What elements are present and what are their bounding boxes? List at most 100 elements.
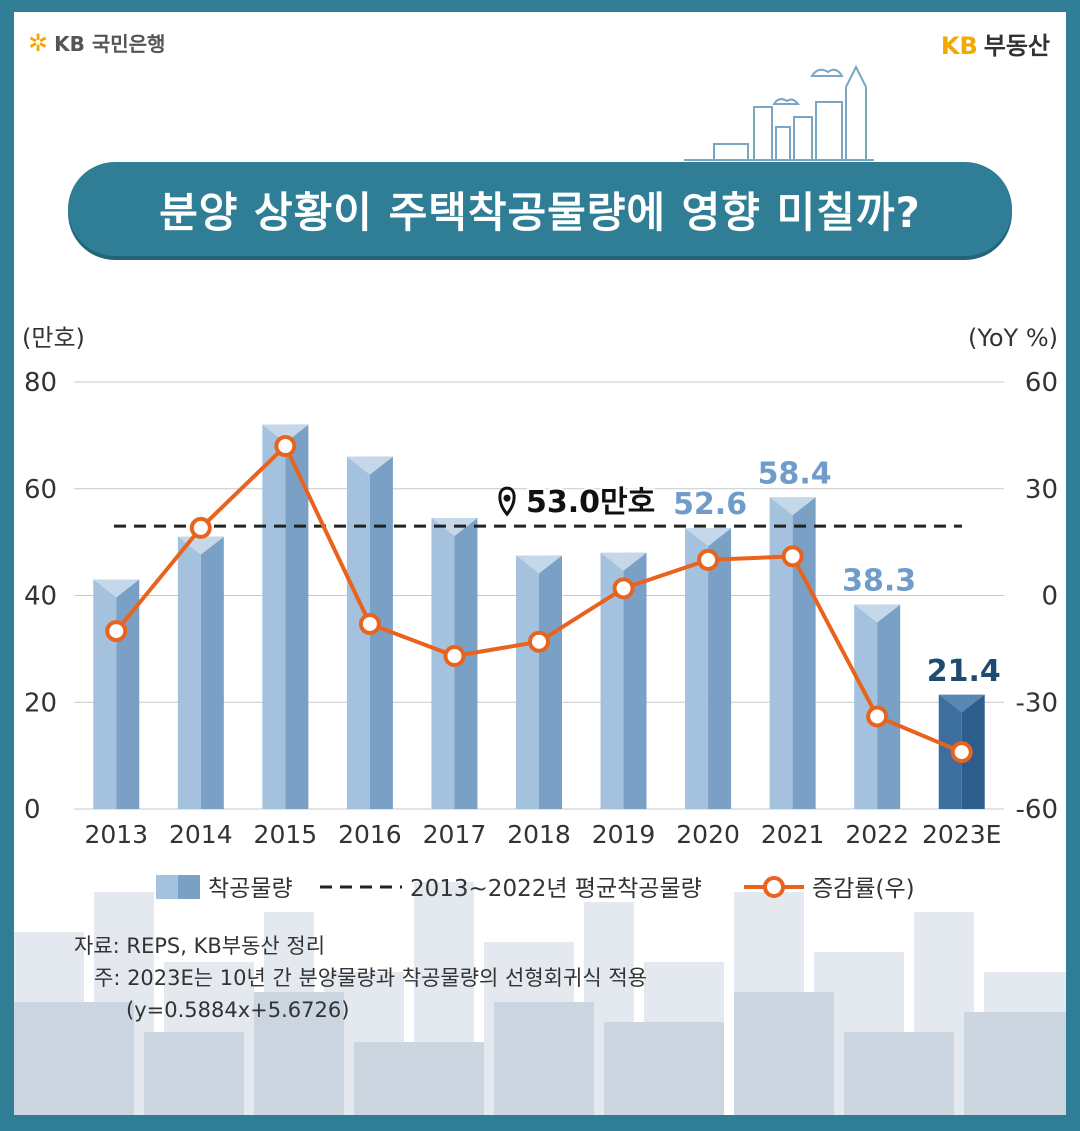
bar-data-label: 38.3	[842, 564, 916, 599]
bar	[431, 518, 478, 809]
y-tick-label: 60	[24, 475, 57, 505]
yoy-point	[612, 577, 635, 600]
y-axis-label: (만호)	[22, 324, 85, 352]
bar-cap	[346, 456, 393, 475]
yoy-point	[105, 620, 128, 643]
bar-face-left	[854, 604, 878, 809]
footnotes: 자료: REPS, KB부동산 정리 주: 2023E는 10년 간 분양물량과…	[74, 930, 647, 1026]
y2-tick-label: 60	[1025, 368, 1058, 398]
bar	[854, 604, 901, 809]
bar-face-right	[708, 528, 732, 809]
legend-swatch-point	[763, 876, 785, 898]
bar	[769, 497, 816, 809]
average-line-group: 53.0만호	[114, 483, 962, 528]
map-pin-dot	[503, 494, 511, 502]
x-tick-label: 2019	[592, 820, 656, 849]
bar-cap	[93, 579, 140, 598]
bar-cap	[600, 552, 647, 571]
method-note: 주: 2023E는 10년 간 분양물량과 착공물량의 선형회귀식 적용	[94, 966, 647, 990]
legend-label-average: 2013~2022년 평균착공물량	[410, 876, 702, 902]
y2-tick-label: -60	[1016, 795, 1058, 825]
x-tick-label: 2017	[423, 820, 487, 849]
bar-face-left	[685, 528, 709, 809]
yoy-point	[781, 545, 804, 568]
x-tick-label: 2023E	[922, 820, 1001, 849]
bar-face-right	[539, 555, 562, 809]
bar-face-right	[961, 694, 985, 809]
bar	[600, 552, 647, 809]
axis-ticks: 0 20 40 60 80 -60 -30 0 30 60 2013 2014 2015 2016 2017…	[24, 368, 1058, 849]
yoy-point	[443, 644, 466, 667]
bar-face-right	[369, 456, 393, 809]
y-tick-label: 80	[24, 368, 57, 398]
bar-cap	[685, 528, 732, 547]
y-tick-label: 20	[24, 688, 57, 718]
bar-cap	[262, 424, 309, 443]
bar-face-right	[200, 536, 224, 809]
kb-star-icon: ✲	[28, 28, 49, 57]
bar-data-label: 21.4	[927, 654, 1001, 689]
bar-cap	[938, 694, 985, 713]
x-tick-label: 2020	[676, 820, 740, 849]
bar-face-left	[262, 424, 286, 809]
y2-axis-label: (YoY %)	[968, 324, 1058, 352]
yoy-point	[697, 548, 720, 571]
yoy-line-group	[105, 435, 973, 764]
bar-face-left	[600, 552, 624, 809]
legend: 착공물량 2013~2022년 평균착공물량 증감률(우)	[156, 875, 915, 902]
bar-face-left	[177, 536, 201, 809]
kb-realestate-logo: KB 부동산	[941, 26, 1050, 61]
source-note: 자료: REPS, KB부동산 정리	[74, 934, 326, 958]
x-tick-label: 2015	[254, 820, 318, 849]
bar	[938, 694, 985, 809]
map-pin-icon	[498, 486, 516, 517]
legend-label-line: 증감률(우)	[812, 876, 915, 902]
bar-face-left	[93, 579, 117, 809]
bar-data-label: 52.6	[673, 487, 747, 522]
bar-face-left	[769, 497, 793, 809]
bar-face-right	[454, 518, 478, 809]
bar-face-left	[346, 456, 370, 809]
x-tick-label: 2022	[845, 820, 909, 849]
legend-label-bar: 착공물량	[208, 876, 293, 902]
y2-tick-label: 30	[1025, 475, 1058, 505]
x-tick-label: 2021	[761, 820, 825, 849]
y-tick-label: 0	[24, 795, 41, 825]
bar-face-right	[792, 497, 816, 809]
y2-tick-label: 0	[1041, 582, 1058, 612]
bar-cap	[516, 555, 562, 574]
bar-cap	[854, 604, 901, 623]
yoy-point	[528, 630, 550, 653]
infographic-frame: ✲ KB 국민은행 KB 부동산 분양 상황이 주택착공물량에 영향 미칠까? (…	[14, 12, 1066, 1115]
y2-tick-label: -30	[1016, 688, 1058, 718]
x-tick-label: 2018	[507, 820, 571, 849]
bar	[685, 528, 732, 809]
page-title: 분양 상황이 주택착공물량에 영향 미칠까?	[159, 187, 921, 237]
yoy-point	[189, 516, 212, 539]
chart: (만호) (YoY %) 53.0만호 52.6 58.4 38.3 21.4 0 20…	[22, 324, 1058, 902]
yoy-point	[866, 705, 889, 728]
brand-logo-kb: KB	[940, 32, 978, 60]
x-tick-label: 2014	[169, 820, 233, 849]
kb-bank-logo: ✲ KB 국민은행	[28, 28, 165, 57]
bar	[177, 536, 224, 809]
bar	[262, 424, 309, 809]
bar	[516, 555, 562, 809]
yoy-point	[358, 612, 381, 635]
formula-note: (y=0.5884x+5.6726)	[126, 998, 350, 1022]
yoy-point	[274, 435, 297, 458]
x-tick-label: 2016	[338, 820, 402, 849]
city-skyline-background	[14, 64, 1066, 1115]
bars	[93, 424, 985, 809]
yoy-point	[950, 741, 973, 764]
y-tick-label: 40	[24, 582, 57, 612]
bar-cap	[769, 497, 816, 516]
bar-data-label: 58.4	[758, 456, 832, 491]
title-banner: 분양 상황이 주택착공물량에 영향 미칠까?	[68, 162, 1012, 256]
bar-face-left	[431, 518, 455, 809]
legend-swatch-bar-right	[178, 875, 200, 899]
legend-swatch-bar-left	[156, 875, 178, 899]
bar-face-right	[285, 424, 309, 809]
data-labels: 52.6 58.4 38.3 21.4	[671, 454, 1004, 691]
x-tick-label: 2013	[84, 820, 148, 849]
